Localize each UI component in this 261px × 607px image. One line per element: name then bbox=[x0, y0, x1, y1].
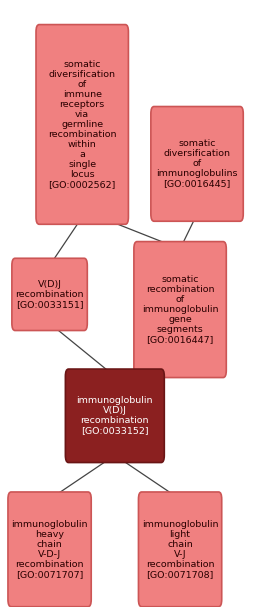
Text: somatic
diversification
of
immunoglobulins
[GO:0016445]: somatic diversification of immunoglobuli… bbox=[156, 139, 238, 189]
FancyBboxPatch shape bbox=[8, 492, 91, 607]
FancyBboxPatch shape bbox=[138, 492, 222, 607]
FancyBboxPatch shape bbox=[65, 369, 164, 463]
Text: somatic
diversification
of
immune
receptors
via
germline
recombination
within
a
: somatic diversification of immune recept… bbox=[48, 59, 116, 189]
FancyBboxPatch shape bbox=[134, 242, 226, 378]
FancyBboxPatch shape bbox=[151, 107, 243, 222]
FancyBboxPatch shape bbox=[36, 24, 128, 224]
Text: immunoglobulin
light
chain
V-J
recombination
[GO:0071708]: immunoglobulin light chain V-J recombina… bbox=[142, 520, 218, 579]
Text: immunoglobulin
V(D)J
recombination
[GO:0033152]: immunoglobulin V(D)J recombination [GO:0… bbox=[76, 396, 153, 435]
FancyBboxPatch shape bbox=[12, 259, 87, 330]
Text: V(D)J
recombination
[GO:0033151]: V(D)J recombination [GO:0033151] bbox=[15, 280, 84, 309]
Text: somatic
recombination
of
immunoglobulin
gene
segments
[GO:0016447]: somatic recombination of immunoglobulin … bbox=[142, 275, 218, 344]
Text: immunoglobulin
heavy
chain
V-D-J
recombination
[GO:0071707]: immunoglobulin heavy chain V-D-J recombi… bbox=[11, 520, 88, 579]
